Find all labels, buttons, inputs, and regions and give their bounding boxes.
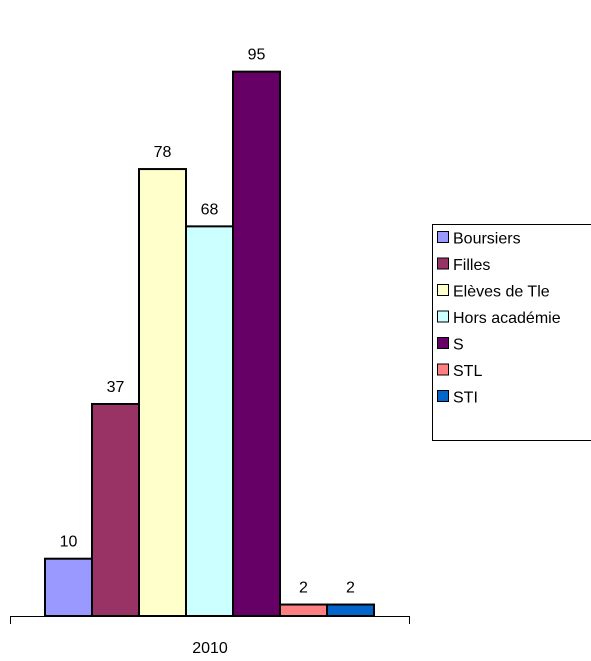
data-label-filles: 37 xyxy=(107,379,125,396)
value-labels-group: 10 37 78 68 95 2 2 xyxy=(60,47,355,597)
bar-stl xyxy=(279,603,328,617)
x-tick-label: 2010 xyxy=(192,640,228,657)
legend-swatch-boursiers xyxy=(437,231,449,243)
legend-label-stl: STL xyxy=(453,363,482,380)
legend-swatch-stl xyxy=(437,363,449,376)
legend-swatch-filles xyxy=(437,257,449,270)
bars-group xyxy=(44,70,375,618)
legend: Boursiers Filles Elèves de Tle Hors académi… xyxy=(432,224,591,441)
legend-label-el-ves-de-tle: Elèves de Tle xyxy=(453,284,550,301)
data-label-hors-acad-mie: 68 xyxy=(201,201,219,218)
bar-sti xyxy=(326,603,375,617)
data-label-sti: 2 xyxy=(346,580,355,597)
legend-swatch-s xyxy=(437,337,449,349)
legend-swatch-hors-acad-mie xyxy=(437,310,449,323)
data-label-stl: 2 xyxy=(299,580,308,597)
bar-s xyxy=(232,70,281,617)
legend-label-hors-acad-mie: Hors académie xyxy=(453,310,561,327)
bar-boursiers xyxy=(44,557,93,618)
legend-swatch-sti xyxy=(437,390,449,402)
bar-el-ves-de-tle xyxy=(138,168,187,617)
data-label-el-ves-de-tle: 78 xyxy=(154,144,172,161)
data-label-s: 95 xyxy=(248,47,266,64)
data-label-boursiers: 10 xyxy=(60,534,78,551)
bar-filles xyxy=(91,402,140,617)
legend-frame xyxy=(432,224,591,441)
bar-hors-acad-mie xyxy=(185,225,234,618)
legend-label-s: S xyxy=(453,337,464,354)
legend-label-sti: STI xyxy=(453,390,478,407)
legend-label-filles: Filles xyxy=(453,257,490,274)
legend-swatch-el-ves-de-tle xyxy=(437,284,449,296)
legend-items: Boursiers Filles Elèves de Tle Hors académi… xyxy=(437,231,561,407)
legend-label-boursiers: Boursiers xyxy=(453,231,521,248)
